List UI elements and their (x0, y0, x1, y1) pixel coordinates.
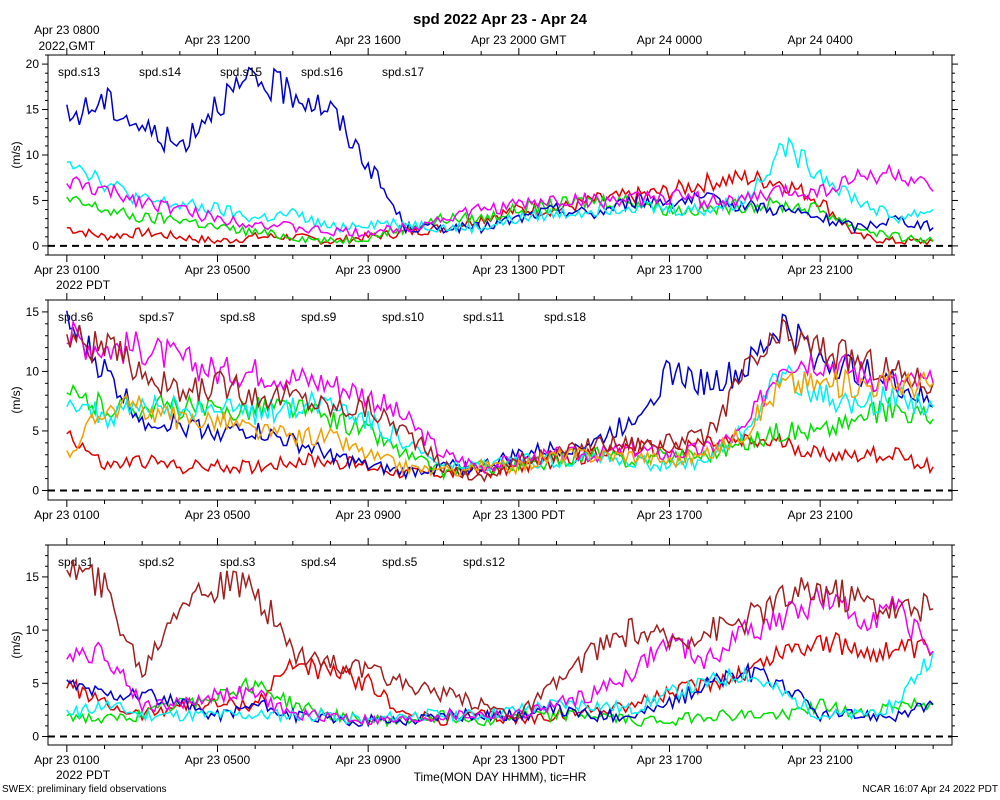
x-tick-label: Apr 23 1300 PDT (472, 508, 565, 522)
legend-spd.s2: spd.s2 (139, 555, 175, 569)
plot-frame (47, 54, 953, 256)
x-tick-label: Apr 23 2100 (787, 508, 853, 522)
legend-spd.s10: spd.s10 (382, 310, 424, 324)
series-line-spd.s17 (66, 163, 934, 239)
y-tick-label: 15 (26, 305, 40, 319)
x-tick-label: Apr 23 0500 (185, 508, 251, 522)
x-tick-label: Apr 23 0900 (335, 753, 401, 767)
x-tz-label: 2022 PDT (56, 768, 111, 782)
footer-right: NCAR 16:07 Apr 24 2022 PDT (862, 784, 998, 795)
y-tick-label: 10 (26, 148, 40, 162)
legend-spd.s4: spd.s4 (301, 555, 337, 569)
series-line-spd.s5 (66, 585, 934, 726)
legend-spd.s9: spd.s9 (301, 310, 337, 324)
top-tz-label: 2022 GMT (38, 39, 95, 53)
x-tick-label: Apr 23 0500 (185, 263, 251, 277)
legend-spd.s6: spd.s6 (58, 310, 94, 324)
x-tick-label: Apr 23 1700 (637, 508, 703, 522)
panel-bottom: 0 5 10 15 (m/s) spd.s1 spd.s2 spd.s3 spd.s4 spd.s… (9, 538, 958, 782)
x-tick-label: Apr 23 2100 (787, 263, 853, 277)
plot-frame (47, 299, 953, 501)
x-tick-label: Apr 23 0900 (335, 508, 401, 522)
legend-spd.s13: spd.s13 (58, 65, 100, 79)
x-tick-label: Apr 23 0100 (34, 508, 100, 522)
x-tick-label: Apr 23 1700 (637, 753, 703, 767)
y-tick-label: 0 (32, 729, 39, 743)
y-axis-label: (m/s) (9, 386, 23, 413)
legend-spd.s16: spd.s16 (301, 65, 343, 79)
x-tick-label: Apr 23 0900 (335, 263, 401, 277)
series-line-spd.s18 (66, 368, 934, 477)
legend-spd.s5: spd.s5 (382, 555, 418, 569)
y-axis-label: (m/s) (9, 141, 23, 168)
x-tick-label: Apr 23 1300 PDT (472, 263, 565, 277)
x-tick-label: Apr 23 0100 (34, 753, 100, 767)
y-tick-label: 5 (32, 193, 39, 207)
y-tick-label: 20 (26, 57, 40, 71)
x-tick-label: Apr 23 1700 (637, 263, 703, 277)
top-x-tick-label: Apr 24 0000 (637, 33, 703, 47)
series-line-spd.s11 (66, 318, 934, 483)
y-tick-label: 10 (26, 623, 40, 637)
legend-spd.s11: spd.s11 (463, 310, 504, 324)
x-tick-label: Apr 23 1300 PDT (472, 753, 565, 767)
series-line-spd.s12 (66, 559, 934, 720)
series-line-spd.s10 (66, 319, 934, 475)
legend-spd.s12: spd.s12 (463, 555, 505, 569)
series-line-spd.s3 (66, 661, 934, 728)
x-tick-label: Apr 23 2100 (787, 753, 853, 767)
legend-spd.s8: spd.s8 (220, 310, 256, 324)
legend-spd.s3: spd.s3 (220, 555, 256, 569)
legend-spd.s7: spd.s7 (139, 310, 175, 324)
top-x-tick-label: Apr 23 0800 (34, 23, 100, 37)
y-tick-label: 15 (26, 570, 40, 584)
x-tick-label: Apr 23 0100 (34, 263, 100, 277)
y-tick-label: 5 (32, 676, 39, 690)
top-x-tick-label: Apr 24 0400 (787, 33, 853, 47)
series-line-spd.s16 (66, 136, 934, 235)
footer-left: SWEX: preliminary field observations (2, 784, 167, 795)
top-x-tick-label: Apr 23 2000 GMT (471, 33, 567, 47)
panel-middle: 0 5 10 15 (m/s) spd.s6 spd.s7 spd.s8 spd.s9 spd.s… (9, 293, 958, 522)
x-tz-label: 2022 PDT (56, 278, 111, 292)
plot-frame (47, 544, 953, 746)
y-tick-label: 0 (32, 239, 39, 253)
top-x-tick-label: Apr 23 1200 (185, 33, 251, 47)
legend-spd.s1: spd.s1 (58, 555, 94, 569)
x-tick-label: Apr 23 0500 (185, 753, 251, 767)
legend-spd.s18: spd.s18 (544, 310, 586, 324)
panel-top: 0 5 10 15 20 (m/s) spd.s13 spd.s14 spd.s15 spd.s1… (9, 48, 958, 292)
top-x-tick-label: Apr 23 1600 (335, 33, 401, 47)
chart-title: spd 2022 Apr 23 - Apr 24 (413, 11, 588, 28)
legend-spd.s15: spd.s15 (220, 65, 262, 79)
series-line-spd.s14 (66, 193, 934, 245)
x-axis-label: Time(MON DAY HHMM), tic=HR (414, 770, 587, 784)
y-tick-label: 15 (26, 103, 40, 117)
y-tick-label: 0 (32, 483, 39, 497)
y-axis-label: (m/s) (9, 631, 23, 658)
legend-spd.s17: spd.s17 (382, 65, 424, 79)
legend-spd.s14: spd.s14 (139, 65, 181, 79)
series-line-spd.s15 (66, 66, 934, 235)
y-tick-label: 10 (26, 364, 40, 378)
y-tick-label: 5 (32, 424, 39, 438)
series-line-spd.s9 (66, 364, 934, 473)
